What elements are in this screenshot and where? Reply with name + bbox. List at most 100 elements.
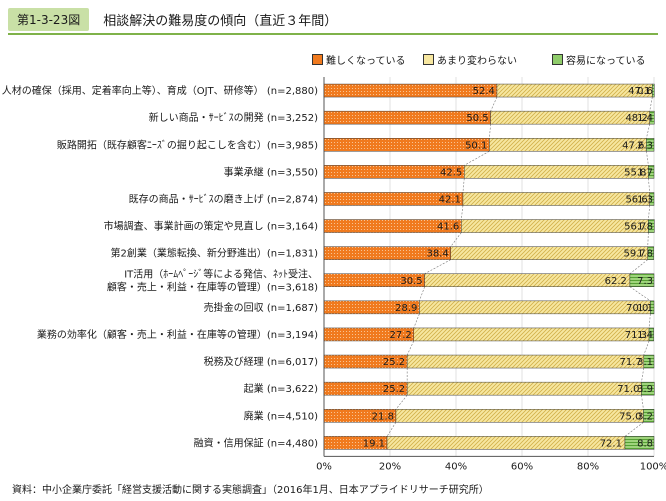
legend-swatch-difficult xyxy=(312,54,323,65)
bar-segment-unchanged xyxy=(424,273,631,287)
value-label-unchanged: 71.0 xyxy=(617,384,639,395)
value-label-easier: 2.3 xyxy=(637,140,653,151)
value-label-difficult: 28.9 xyxy=(395,303,417,314)
value-label-easier: 1.3 xyxy=(637,194,653,205)
category-label-line: 既存の商品・ｻｰﾋﾞｽの磨き上げ (n=2,874) xyxy=(129,192,318,205)
source-note: 資料：中小企業庁委託「経営支援活動に関する実態調査」（2016年1月、日本アプラ… xyxy=(12,485,489,496)
value-label-easier: 1.8 xyxy=(637,222,653,233)
category-label: 廃業 (n=4,510) xyxy=(244,409,318,422)
figure-number-badge: 第1-3-23図 xyxy=(8,7,90,31)
value-label-easier: 1.1 xyxy=(637,303,653,314)
x-axis: 0% 20% 40% 60% 80% 100% xyxy=(316,455,666,472)
category-label: 融資・信用保証 (n=4,480) xyxy=(194,436,318,449)
value-label-unchanged: 47.1 xyxy=(628,86,650,97)
value-label-unchanged: 72.1 xyxy=(600,438,622,449)
connector-line xyxy=(641,368,645,383)
value-label-easier: 8.8 xyxy=(637,438,653,449)
connector-line xyxy=(489,124,491,139)
bar-segment-easier xyxy=(647,246,654,260)
category-label-line: 市場調査、事業計画の策定や見直し (n=3,164) xyxy=(104,220,318,233)
bar-segment-unchanged xyxy=(413,327,650,342)
figure-title: 相談解決の難易度の傾向（直近３年間） xyxy=(103,13,338,29)
category-label-line: 人材の確保（採用、定着率向上等）、育成（OJT、研修等） (n=2,880) xyxy=(2,84,318,97)
category-label-line: 融資・信用保証 (n=4,480) xyxy=(194,436,318,449)
value-label-easier: 3.1 xyxy=(637,357,653,368)
bar-segment-easier xyxy=(652,83,655,98)
connector-line xyxy=(648,313,651,328)
bar-segment-easier xyxy=(649,110,655,125)
connector-line xyxy=(641,395,644,410)
bar-segment-unchanged xyxy=(461,219,649,233)
category-label-line: IT活用（ﾎｰﾑﾍﾟｰｼﾞ等による発信、ﾈｯﾄ受注、 xyxy=(124,267,318,280)
connector-line xyxy=(460,205,464,220)
connector-line xyxy=(490,96,498,112)
labels-layer: 人材の確保（採用、定着率向上等）、育成（OJT、研修等） (n=2,880) 新し… xyxy=(2,84,653,449)
title-underline xyxy=(8,33,658,35)
bar-segment-easier xyxy=(643,409,655,423)
bar-segment-difficult xyxy=(323,83,498,98)
legend-swatch-easier xyxy=(552,54,563,65)
connector-line xyxy=(647,232,649,247)
legend-label-difficult: 難しくなっている xyxy=(326,56,406,67)
value-label-difficult: 50.1 xyxy=(465,140,487,151)
bar-segment-unchanged xyxy=(450,246,648,260)
connector-line xyxy=(424,259,451,275)
bar-segment-easier xyxy=(629,273,655,287)
bar-segment-easier xyxy=(624,436,655,450)
value-label-easier: 1.7 xyxy=(637,167,653,178)
bar-segment-easier xyxy=(643,354,655,369)
bar-segment-unchanged xyxy=(464,165,649,179)
category-label-line: 新しい商品・ｻｰﾋﾞｽの開発 (n=3,252) xyxy=(149,111,318,124)
value-label-difficult: 19.1 xyxy=(363,438,385,449)
category-label: 販路開拓（既存顧客ﾆｰｽﾞの掘り起こしを含む）(n=3,985) xyxy=(57,138,318,151)
connector-line xyxy=(450,232,462,247)
bar-segment-easier xyxy=(648,219,655,233)
bar-segment-easier xyxy=(649,192,655,206)
value-label-easier: 7.3 xyxy=(637,276,653,287)
bar-segment-unchanged xyxy=(386,436,626,450)
value-label-difficult: 25.2 xyxy=(383,384,405,395)
connector-line xyxy=(649,96,653,112)
legend-swatch-unchanged xyxy=(423,54,434,65)
connector-line xyxy=(624,422,644,437)
legend-item-unchanged: あまり変わらない xyxy=(423,52,517,67)
connector-lines xyxy=(386,96,653,437)
category-label-line: 廃業 (n=4,510) xyxy=(244,409,318,422)
bar-segment-easier xyxy=(648,327,654,342)
bar-segment-unchanged xyxy=(406,381,642,396)
value-label-unchanged: 59.7 xyxy=(623,249,645,260)
category-label: 売掛金の回収 (n=1,687) xyxy=(204,301,318,314)
category-label-line: 第2創業（業態転換、新分野進出）(n=1,831) xyxy=(110,247,318,260)
value-label-unchanged: 71.7 xyxy=(620,357,642,368)
connector-line xyxy=(646,151,649,166)
category-label: 市場調査、事業計画の策定や見直し (n=3,164) xyxy=(104,220,318,233)
category-label: 人材の確保（採用、定着率向上等）、育成（OJT、研修等） (n=2,880) xyxy=(2,84,318,97)
legend-item-difficult: 難しくなっている xyxy=(312,52,406,67)
x-tick-label-60: 60% xyxy=(511,461,533,472)
category-label: 税務及び経理 (n=6,017) xyxy=(204,355,318,368)
value-label-difficult: 52.4 xyxy=(473,86,495,97)
value-label-difficult: 21.8 xyxy=(372,411,394,422)
value-label-unchanged: 55.8 xyxy=(624,167,646,178)
category-label-line: 税務及び経理 (n=6,017) xyxy=(204,355,318,368)
value-label-easier: 1.8 xyxy=(637,249,653,260)
category-label-line: 事業承継 (n=3,550) xyxy=(224,165,318,178)
value-label-difficult: 42.5 xyxy=(440,167,462,178)
figure-header: 第1-3-23図 相談解決の難易度の傾向（直近３年間） xyxy=(8,7,337,31)
legend-label-easier: 容易になっている xyxy=(566,56,646,67)
category-label-line: 売掛金の回収 (n=1,687) xyxy=(204,301,318,314)
connector-line xyxy=(464,150,490,166)
value-label-unchanged: 47.6 xyxy=(622,140,644,151)
bar-segment-easier xyxy=(648,165,655,179)
legend-label-unchanged: あまり変わらない xyxy=(437,56,517,67)
value-label-easier: 0.6 xyxy=(637,86,653,97)
connector-line xyxy=(413,313,420,329)
value-label-unchanged: 56.7 xyxy=(624,222,646,233)
connector-line xyxy=(386,422,397,437)
value-label-difficult: 25.2 xyxy=(383,357,405,368)
value-label-unchanged: 75.0 xyxy=(619,411,641,422)
bar-segment-unchanged xyxy=(406,354,645,369)
category-label-line: 起業 (n=3,622) xyxy=(244,382,318,395)
bar-segment-easier xyxy=(641,381,655,396)
